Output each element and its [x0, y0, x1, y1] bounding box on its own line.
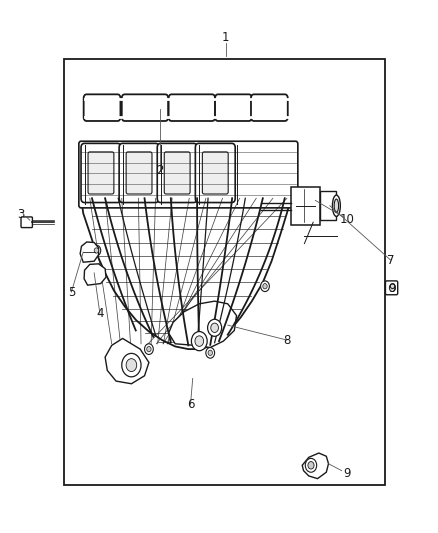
Text: 7: 7: [387, 254, 395, 266]
Circle shape: [208, 350, 212, 356]
Bar: [64, 59, 385, 485]
Text: 10: 10: [339, 213, 354, 226]
Ellipse shape: [334, 199, 339, 213]
Circle shape: [206, 348, 215, 358]
Bar: [320, 191, 336, 220]
Circle shape: [147, 346, 151, 352]
FancyBboxPatch shape: [119, 143, 159, 203]
Text: 9: 9: [388, 282, 396, 295]
Circle shape: [305, 458, 317, 472]
Circle shape: [92, 245, 101, 256]
FancyBboxPatch shape: [122, 94, 168, 121]
Circle shape: [261, 281, 269, 292]
FancyBboxPatch shape: [157, 143, 197, 203]
Circle shape: [126, 359, 137, 372]
FancyBboxPatch shape: [251, 94, 288, 121]
Ellipse shape: [332, 195, 340, 216]
Polygon shape: [302, 453, 328, 479]
Polygon shape: [84, 264, 106, 285]
FancyBboxPatch shape: [195, 143, 235, 203]
Text: 8: 8: [283, 334, 290, 346]
FancyBboxPatch shape: [79, 141, 298, 208]
Text: 5: 5: [68, 286, 75, 298]
Circle shape: [191, 332, 207, 351]
Circle shape: [308, 462, 314, 469]
FancyBboxPatch shape: [215, 94, 252, 121]
Circle shape: [208, 319, 222, 336]
FancyBboxPatch shape: [81, 143, 121, 203]
Circle shape: [211, 323, 219, 333]
Circle shape: [122, 353, 141, 377]
Polygon shape: [80, 242, 99, 262]
FancyBboxPatch shape: [21, 217, 32, 228]
FancyBboxPatch shape: [88, 152, 114, 194]
Circle shape: [145, 344, 153, 354]
FancyBboxPatch shape: [169, 94, 215, 121]
Text: 4: 4: [96, 307, 104, 320]
FancyBboxPatch shape: [164, 152, 190, 194]
Text: 3: 3: [18, 208, 25, 221]
FancyBboxPatch shape: [126, 152, 152, 194]
Polygon shape: [105, 338, 149, 384]
Bar: [291, 187, 320, 225]
Circle shape: [94, 248, 99, 253]
Text: 6: 6: [187, 398, 194, 410]
FancyBboxPatch shape: [84, 94, 120, 121]
Polygon shape: [169, 301, 237, 348]
Text: 2: 2: [156, 164, 164, 177]
Circle shape: [195, 336, 204, 346]
Circle shape: [263, 284, 267, 289]
Polygon shape: [81, 197, 291, 349]
FancyBboxPatch shape: [202, 152, 228, 194]
Text: 9: 9: [343, 467, 351, 480]
FancyBboxPatch shape: [385, 281, 398, 295]
Text: 1: 1: [222, 31, 230, 44]
Circle shape: [389, 284, 396, 292]
